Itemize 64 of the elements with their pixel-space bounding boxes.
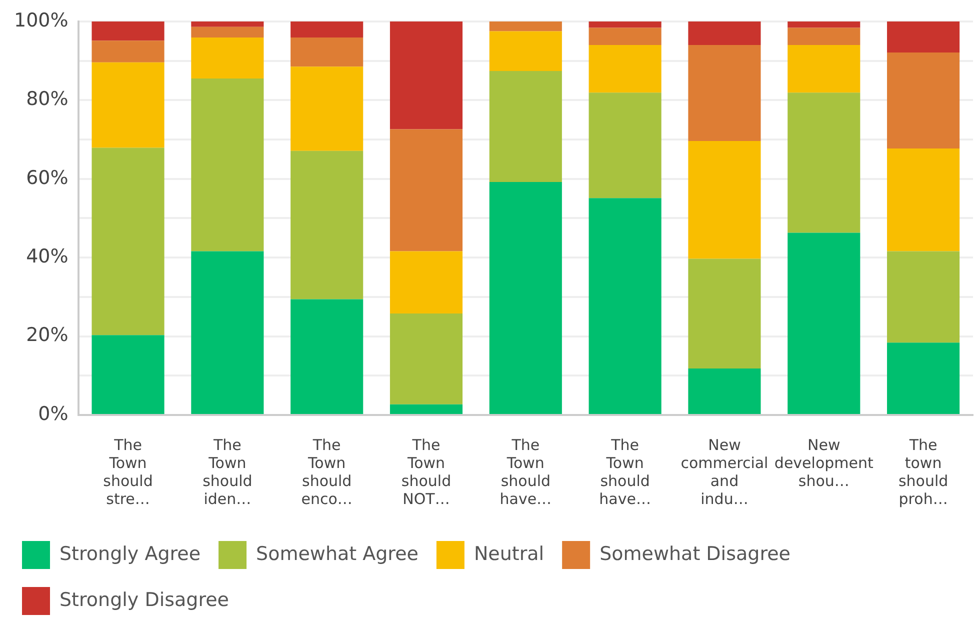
bar	[887, 148, 960, 252]
x-tick-label: The town should proh…	[898, 436, 948, 508]
bar	[390, 21, 463, 130]
bar	[788, 21, 860, 28]
bar	[390, 251, 463, 314]
bar	[788, 45, 860, 93]
bar	[390, 129, 463, 252]
legend-label: Strongly Agree	[60, 542, 201, 565]
bar	[788, 28, 860, 46]
bar	[887, 52, 960, 149]
bar	[191, 21, 264, 27]
y-tick-label: 0%	[38, 402, 68, 425]
bar	[191, 38, 264, 78]
bar	[191, 26, 264, 38]
bar	[92, 335, 164, 414]
bar	[390, 404, 463, 414]
bar	[290, 66, 364, 151]
bar	[489, 21, 562, 32]
bar	[688, 258, 761, 369]
bar	[588, 28, 662, 46]
bar	[688, 45, 761, 142]
x-tick-label: New development shou…	[774, 436, 874, 490]
x-tick-label: The Town should have…	[599, 436, 651, 508]
legend-label: Strongly Disagree	[60, 588, 229, 611]
x-tick-label: The Town should stre…	[103, 436, 153, 508]
bar	[588, 198, 662, 414]
legend-label: Somewhat Agree	[256, 542, 418, 565]
bar	[191, 251, 264, 414]
x-tick-label: The Town should enco…	[301, 436, 352, 508]
bar	[887, 251, 960, 343]
x-tick-label: The Town should have…	[500, 436, 552, 508]
x-tick-label: The Town should NOT…	[401, 436, 452, 508]
bar	[290, 21, 364, 38]
bar	[887, 21, 960, 52]
bar	[887, 342, 960, 414]
bar	[191, 78, 264, 252]
bar	[588, 45, 662, 93]
x-tick-label: New commercial and indu…	[680, 436, 768, 508]
bar	[92, 40, 164, 62]
bar	[290, 299, 364, 414]
y-tick-label: 80%	[26, 88, 68, 110]
legend-label: Neutral	[474, 542, 544, 565]
bar	[489, 31, 562, 71]
bar	[788, 232, 860, 414]
bar	[290, 38, 364, 67]
bar	[92, 62, 164, 148]
bar	[588, 92, 662, 198]
bar	[390, 313, 463, 404]
y-tick-label: 100%	[14, 9, 68, 32]
y-tick-label: 20%	[26, 324, 68, 346]
bar	[489, 70, 562, 182]
bar	[688, 141, 761, 259]
bar	[92, 148, 164, 336]
y-tick-label: 60%	[26, 166, 68, 189]
x-tick-label: The Town should iden…	[202, 436, 252, 508]
bar	[788, 92, 860, 233]
bar	[688, 368, 761, 414]
bar	[688, 21, 761, 46]
bar	[489, 182, 562, 414]
bar	[290, 150, 364, 300]
bar	[92, 21, 164, 41]
bar	[588, 21, 662, 28]
legend-label: Somewhat Disagree	[600, 542, 790, 565]
y-tick-label: 40%	[26, 245, 68, 268]
